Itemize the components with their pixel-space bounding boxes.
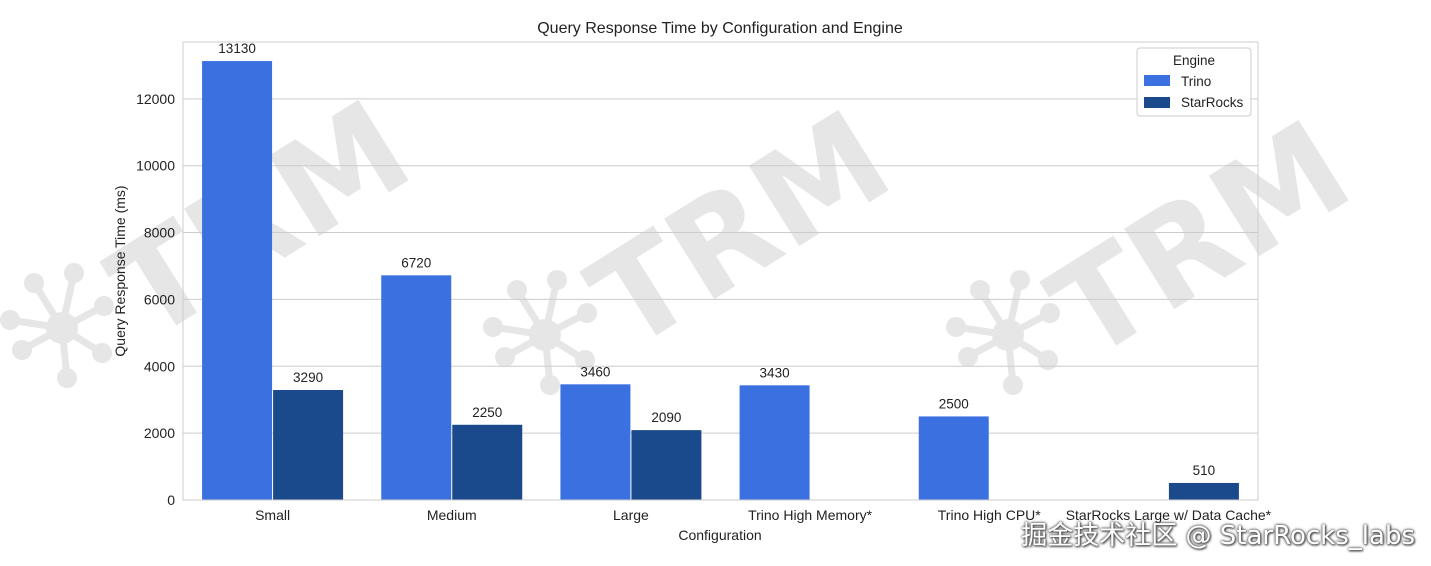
x-tick-label: Trino High CPU* xyxy=(938,507,1042,523)
data-label: 3460 xyxy=(580,364,610,379)
legend-title: Engine xyxy=(1173,53,1215,68)
x-tick-label: Small xyxy=(255,507,290,523)
bar-trino xyxy=(739,385,810,500)
legend-label-trino: Trino xyxy=(1181,74,1211,89)
x-tick-label: Trino High Memory* xyxy=(748,507,873,523)
data-labels: 13130 3290 6720 2250 3460 2090 3430 2500 510 xyxy=(218,41,1215,478)
trm-watermark-text: TRM xyxy=(565,81,915,379)
data-label: 2500 xyxy=(939,396,969,411)
legend-label-starrocks: StarRocks xyxy=(1181,95,1244,110)
y-tick-label: 6000 xyxy=(144,291,175,307)
legend-swatch-trino xyxy=(1144,75,1170,86)
x-tick-labels: Small Medium Large Trino High Memory* Trino … xyxy=(255,507,1272,523)
legend: Engine Trino StarRocks xyxy=(1136,47,1252,117)
bar-starrocks xyxy=(273,390,344,500)
x-tick-label: Medium xyxy=(427,507,477,523)
data-label: 13130 xyxy=(218,41,256,56)
bar-trino xyxy=(202,61,273,500)
trm-watermark-text: TRM xyxy=(1025,91,1375,389)
data-label: 3430 xyxy=(760,365,790,380)
data-label: 510 xyxy=(1193,463,1216,478)
data-label: 6720 xyxy=(401,255,431,270)
y-tick-label: 8000 xyxy=(144,225,175,241)
y-axis-label: Query Response Time (ms) xyxy=(112,185,128,356)
data-label: 2250 xyxy=(472,405,502,420)
data-label: 2090 xyxy=(651,410,681,425)
legend-swatch-starrocks xyxy=(1144,97,1170,108)
x-axis-label: Configuration xyxy=(678,527,761,543)
y-tick-label: 10000 xyxy=(136,158,175,174)
bar-starrocks xyxy=(452,424,523,500)
y-tick-labels: 0 2000 4000 6000 8000 10000 12000 xyxy=(136,91,175,508)
y-tick-label: 12000 xyxy=(136,91,175,107)
molecule-watermark-icon xyxy=(483,270,597,395)
x-tick-label: Large xyxy=(613,507,649,523)
x-tick-label: StarRocks Large w/ Data Cache* xyxy=(1066,507,1272,523)
bar-trino xyxy=(918,416,989,500)
footer-watermark: 掘金技术社区 @ StarRocks_labs xyxy=(1021,521,1415,551)
data-label: 3290 xyxy=(293,370,323,385)
bar-starrocks xyxy=(1168,482,1239,500)
bar-trino xyxy=(560,384,631,500)
y-tick-label: 0 xyxy=(167,492,175,508)
molecule-watermark-icon xyxy=(0,263,114,388)
y-tick-label: 2000 xyxy=(144,425,175,441)
y-tick-label: 4000 xyxy=(144,358,175,374)
chart-title: Query Response Time by Configuration and… xyxy=(537,20,903,37)
bar-trino xyxy=(381,275,452,500)
molecule-watermark-icon xyxy=(946,270,1060,395)
plot-frame xyxy=(182,41,1259,501)
bars xyxy=(202,61,1239,500)
bar-starrocks xyxy=(631,430,702,500)
